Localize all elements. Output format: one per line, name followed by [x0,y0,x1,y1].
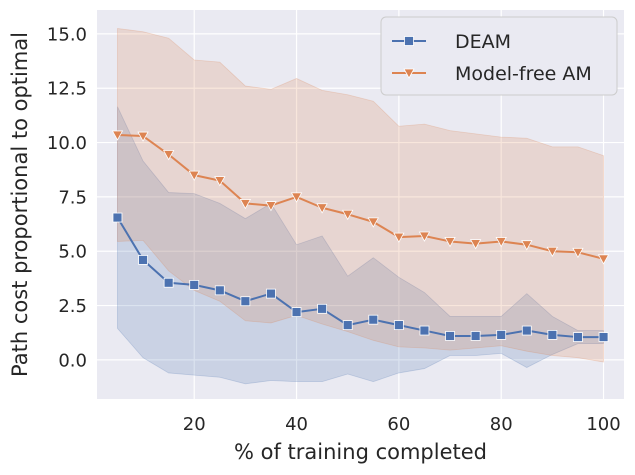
data-point-deam [317,303,328,314]
confidence-bands [117,28,604,385]
series-markers [111,130,610,342]
x-tick-label: 60 [387,414,410,435]
x-tick-label: 20 [183,414,206,435]
confidence-band-deam [117,106,604,385]
y-axis-title: Path cost proportional to optimal [8,32,32,377]
data-point-model-free-am [444,237,456,248]
data-point-deam [163,277,174,288]
legend: DEAM Model-free AM [380,16,618,96]
y-tick-label: 15.0 [47,24,87,45]
data-point-model-free-am [495,237,507,248]
data-point-deam [240,296,251,307]
data-point-model-free-am [546,246,559,258]
y-tick-label: 2.5 [58,296,87,317]
data-point-deam [521,325,532,336]
data-point-model-free-am [239,199,252,210]
confidence-band-model-free-am [117,28,604,363]
legend-box [380,16,618,96]
x-tick-label: 80 [490,414,513,435]
data-point-model-free-am [111,130,124,141]
x-tick-labels: 20 40 60 80 100 [183,414,621,435]
y-tick-label: 7.5 [58,187,87,208]
data-point-deam [138,255,148,265]
data-point-deam [598,332,609,342]
legend-marker-deam [404,36,414,46]
data-point-deam [342,320,353,331]
x-tick-label: 100 [586,414,620,435]
data-point-model-free-am [521,240,533,251]
data-point-model-free-am [162,150,175,161]
y-tick-label: 10.0 [47,133,87,154]
data-point-deam [112,212,123,223]
data-point-model-free-am [469,239,482,250]
data-point-deam [445,331,455,341]
data-point-model-free-am [137,131,149,142]
data-point-deam [368,314,379,325]
data-point-deam [419,325,430,336]
data-point-model-free-am [214,176,226,187]
legend-label-model-free-am: Model-free AM [455,63,592,85]
data-point-deam [573,332,583,342]
data-point-model-free-am [342,209,354,221]
data-point-model-free-am [572,247,584,259]
data-point-deam [189,280,200,290]
legend-label-deam: DEAM [455,31,511,53]
data-point-model-free-am [316,203,328,214]
y-tick-label: 5.0 [58,242,87,263]
data-point-model-free-am [290,192,303,203]
data-point-model-free-am [265,201,277,212]
x-axis-title: % of training completed [234,440,487,464]
data-point-model-free-am [418,231,431,242]
x-tick-label: 40 [285,414,308,435]
y-tick-label: 12.5 [47,79,87,100]
data-point-deam [266,288,276,299]
data-point-deam [291,307,302,317]
data-point-deam [496,329,507,340]
data-point-deam [470,331,481,341]
data-point-model-free-am [188,170,200,181]
data-point-model-free-am [393,232,405,243]
data-point-deam [547,329,558,340]
series-line-model-free-am [117,133,604,260]
data-point-model-free-am [597,254,610,265]
legend-marker-model-free-am [403,68,415,79]
y-tick-label: 0.0 [58,350,87,371]
y-tick-labels: 0.0 2.5 5.0 7.5 10.0 12.5 15.0 [47,24,87,371]
data-point-model-free-am [367,217,379,228]
data-point-deam [393,320,404,331]
data-point-deam [214,285,225,296]
